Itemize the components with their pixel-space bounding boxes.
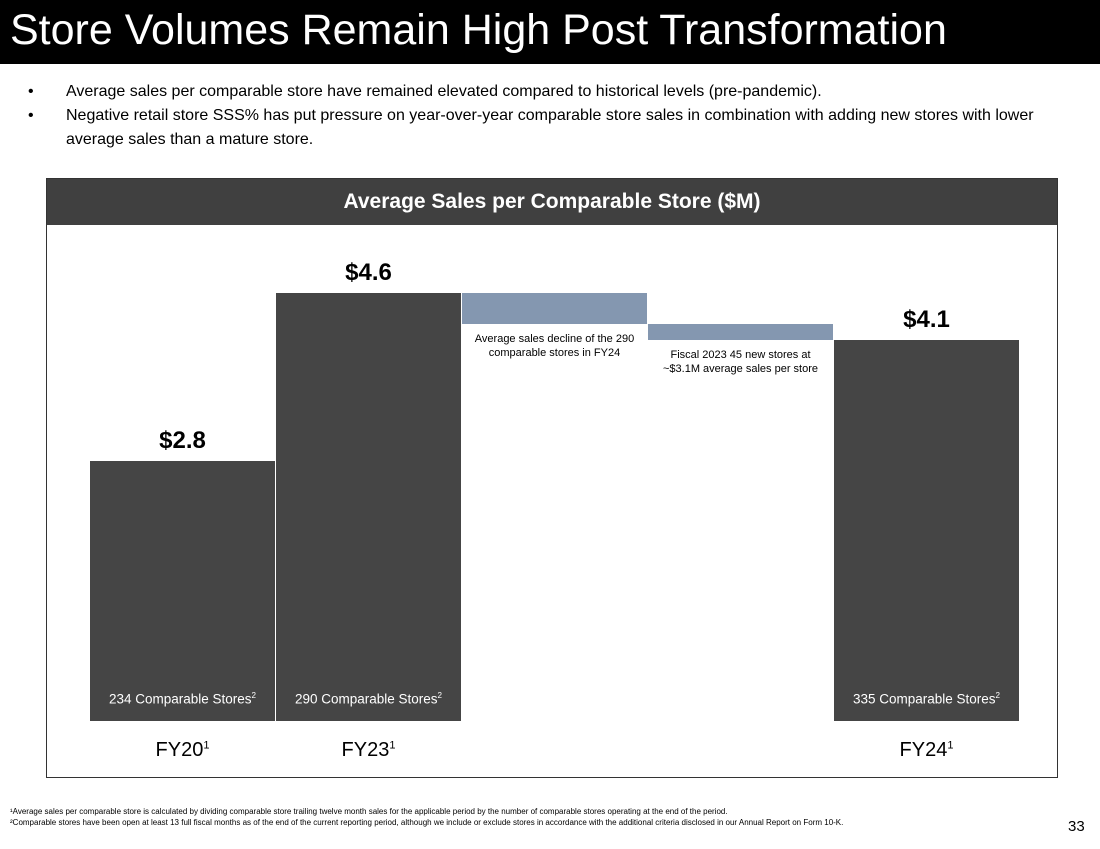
page-number: 33 bbox=[1068, 818, 1085, 835]
category-text: FY20 bbox=[155, 739, 204, 761]
footnotes: ¹Average sales per comparable store is c… bbox=[10, 806, 1040, 828]
annotation: Average sales decline of the 290 compara… bbox=[474, 332, 635, 359]
category-mark: 1 bbox=[203, 739, 210, 752]
category-mark: 1 bbox=[389, 739, 396, 752]
bar-note-mark: 2 bbox=[995, 691, 1001, 700]
bar bbox=[834, 339, 1019, 721]
slide-title: Store Volumes Remain High Post Transform… bbox=[10, 6, 947, 54]
annotation: Fiscal 2023 45 new stores at ~$3.1M aver… bbox=[662, 348, 818, 375]
x-tick-label: FY231 bbox=[276, 739, 461, 762]
chart: Average Sales per Comparable Store ($M) … bbox=[46, 178, 1058, 778]
bar-note-text: 335 Comparable Stores bbox=[852, 691, 996, 707]
category-text: FY23 bbox=[341, 739, 390, 761]
value-label: $4.1 bbox=[903, 305, 950, 333]
category-mark: 1 bbox=[947, 739, 954, 752]
bullet: • Average sales per comparable store have… bbox=[28, 83, 822, 100]
bar-note: 234 Comparable Stores2 bbox=[90, 691, 275, 707]
bullet-list: • Average sales per comparable store have… bbox=[28, 80, 1068, 152]
bar bbox=[276, 293, 461, 721]
x-tick-label: FY241 bbox=[834, 739, 1019, 762]
chart-title: Average Sales per Comparable Store ($M) bbox=[47, 179, 1057, 225]
bullet-text: Negative retail store SSS% has put press… bbox=[66, 107, 1034, 148]
value-label: $4.6 bbox=[345, 259, 392, 287]
value-label: $2.8 bbox=[159, 426, 206, 454]
bullet: • Negative retail store SSS% has put pres… bbox=[28, 107, 1034, 148]
bar bbox=[90, 460, 275, 721]
category-text: FY24 bbox=[899, 739, 948, 761]
bar-note-mark: 2 bbox=[251, 691, 257, 700]
bar bbox=[648, 323, 833, 340]
bar bbox=[462, 293, 647, 324]
x-tick-label: FY201 bbox=[90, 739, 275, 762]
title-bar: Store Volumes Remain High Post Transform… bbox=[0, 0, 1100, 64]
bar-note-text: 234 Comparable Stores bbox=[108, 691, 252, 707]
bar-note: 335 Comparable Stores2 bbox=[834, 691, 1019, 707]
footnote: ¹Average sales per comparable store is c… bbox=[10, 807, 728, 816]
footnote: ²Comparable stores have been open at lea… bbox=[10, 818, 844, 827]
bullet-text: Average sales per comparable store have … bbox=[66, 83, 822, 100]
bar-note-mark: 2 bbox=[437, 691, 443, 700]
bar-note-text: 290 Comparable Stores bbox=[294, 691, 438, 707]
bar-note: 290 Comparable Stores2 bbox=[276, 691, 461, 707]
